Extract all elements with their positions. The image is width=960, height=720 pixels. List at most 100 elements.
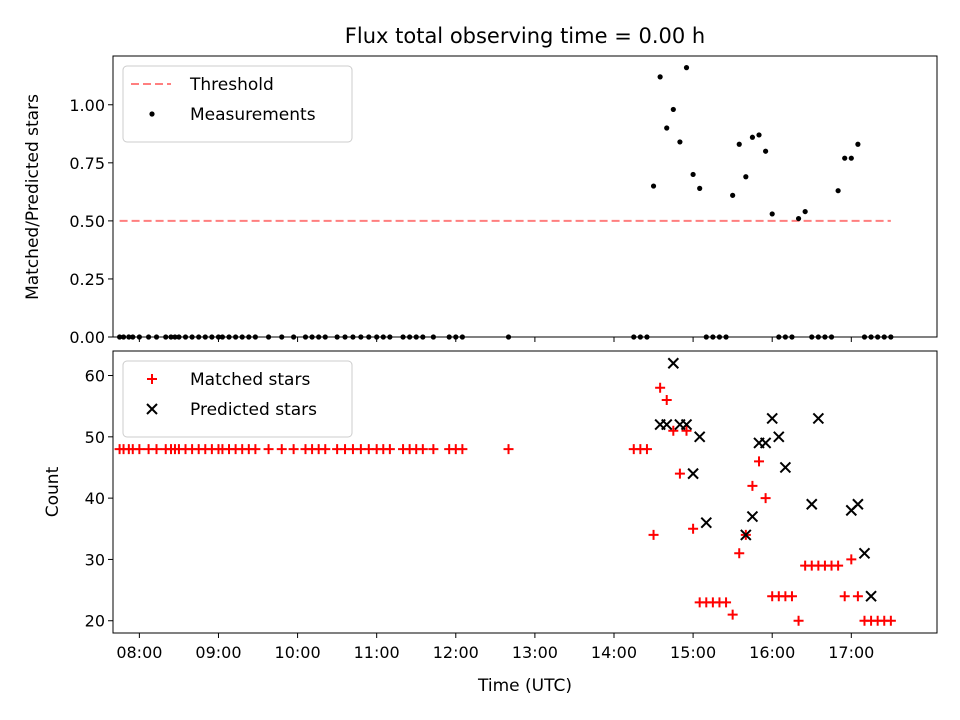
data-point: [700, 516, 712, 529]
data-point: [697, 185, 703, 191]
x-axis-label: Time (UTC): [477, 676, 572, 696]
data-point: [865, 590, 877, 602]
data-point: [648, 529, 659, 540]
data-point: [885, 615, 896, 626]
x-tick-label: 09:00: [195, 643, 241, 662]
top-panel-legend: Threshold Measurements: [122, 65, 353, 143]
legend-item: Predicted stars: [146, 400, 317, 420]
y-tick-label: 1.00: [69, 96, 105, 115]
data-point: [730, 192, 736, 198]
bottom-panel-legend: Matched stars Predicted stars: [122, 360, 353, 438]
top-panel-ylabel: Matched/Predicted stars: [23, 94, 43, 300]
data-point: [428, 444, 439, 455]
legend-label: Threshold: [189, 75, 274, 95]
y-tick-label: 50: [85, 428, 105, 447]
data-point: [503, 444, 514, 455]
series-matched-stars: [114, 382, 896, 626]
data-point: [680, 418, 693, 431]
legend-label: Measurements: [190, 105, 316, 125]
data-point: [749, 134, 756, 140]
data-point: [641, 444, 652, 455]
data-point: [766, 412, 778, 425]
data-point: [668, 425, 679, 436]
legend-box: [122, 360, 353, 438]
data-point: [754, 456, 765, 467]
legend-item: Measurements: [149, 105, 316, 125]
data-point: [736, 141, 742, 147]
data-point: [690, 171, 696, 178]
y-tick-label: 30: [85, 550, 105, 569]
data-point: [681, 425, 692, 436]
data-point: [134, 444, 145, 455]
data-point: [812, 412, 825, 425]
legend-swatch: [146, 403, 158, 415]
data-point: [417, 444, 428, 455]
data-point: [151, 444, 162, 455]
data-point: [747, 480, 758, 491]
data-point: [734, 548, 745, 559]
data-point: [852, 498, 864, 510]
data-point: [664, 125, 670, 131]
data-point: [839, 591, 850, 602]
data-point: [250, 444, 261, 455]
top-panel-frame: [112, 55, 938, 338]
data-point: [661, 418, 673, 431]
bottom-panel-frame: [112, 350, 938, 634]
x-tick-label: 10:00: [275, 643, 321, 662]
x-tick-label: 14:00: [591, 643, 637, 662]
data-point: [855, 141, 861, 147]
data-point: [650, 183, 657, 189]
bottom-panel: 20 30 40 50 60 08:00 09:00 10:00 11:00 12:00 13:0…: [43, 350, 938, 662]
data-point: [657, 74, 663, 80]
data-point: [263, 444, 274, 455]
y-tick-label: 0.25: [69, 270, 105, 289]
data-point: [276, 444, 287, 455]
top-panel: 0.00 0.25 0.50 0.75 1.00 Matched/Predicted s…: [23, 55, 938, 347]
data-point: [457, 444, 468, 455]
data-point: [743, 174, 749, 180]
y-tick-label: 40: [85, 489, 105, 508]
x-tick-label: 08:00: [116, 643, 162, 662]
bottom-panel-ylabel: Count: [43, 466, 63, 517]
data-point: [746, 510, 759, 523]
legend-box: [122, 65, 353, 143]
data-point: [756, 132, 762, 138]
data-point: [688, 523, 699, 534]
data-point: [760, 493, 771, 504]
data-point: [693, 431, 706, 443]
legend-label: Predicted stars: [190, 400, 317, 420]
legend-item: Threshold: [131, 75, 274, 95]
data-point: [793, 615, 804, 626]
data-point: [779, 461, 792, 474]
y-tick-label: 0.50: [69, 212, 105, 231]
data-point: [846, 554, 857, 565]
data-point: [842, 155, 848, 161]
x-tick-label: 17:00: [828, 643, 874, 662]
legend-item: Matched stars: [147, 370, 310, 390]
y-tick-label: 60: [85, 367, 105, 386]
data-point: [674, 468, 685, 479]
data-point: [795, 215, 802, 222]
data-point: [727, 609, 738, 620]
chart-title: Flux total observing time = 0.00 h: [345, 24, 705, 48]
x-tick-label: 15:00: [670, 643, 716, 662]
data-point: [655, 382, 666, 393]
data-point: [852, 591, 863, 602]
data-point: [740, 529, 752, 541]
legend-swatch: [147, 374, 157, 384]
data-point: [806, 498, 818, 510]
data-point: [835, 188, 841, 194]
data-point: [687, 467, 699, 480]
data-point: [661, 395, 672, 406]
x-tick-label: 11:00: [354, 643, 400, 662]
data-point: [858, 547, 871, 560]
data-point: [667, 357, 680, 369]
data-point: [833, 560, 844, 571]
x-tick-label: 16:00: [749, 643, 795, 662]
legend-swatch: [149, 111, 155, 117]
data-point: [721, 597, 732, 608]
data-point: [384, 444, 395, 455]
data-point: [848, 155, 854, 161]
data-point: [802, 208, 808, 215]
